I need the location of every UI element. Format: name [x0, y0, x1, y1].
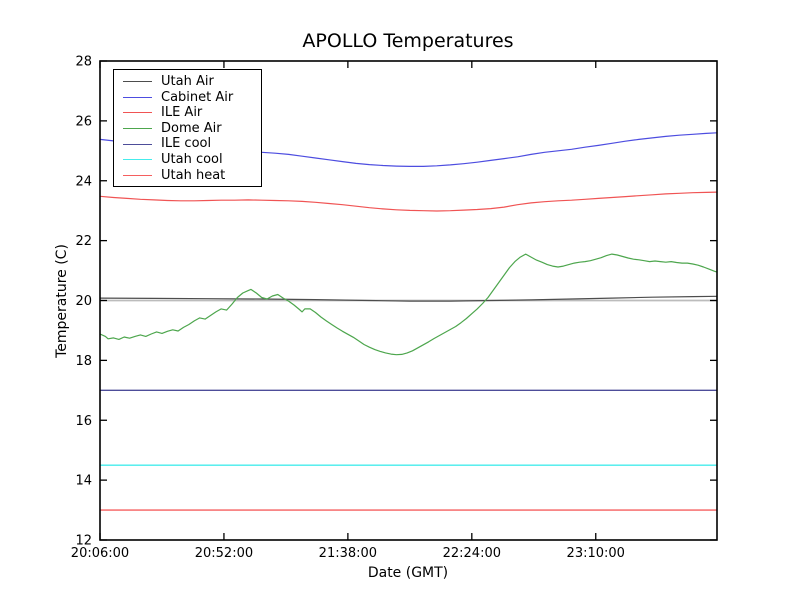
legend-item-label: ILE Air	[161, 105, 203, 121]
x-tick-label: 22:24:00	[443, 546, 501, 561]
series-dome-air-line	[99, 253, 718, 356]
series-utah-air-line	[99, 295, 718, 302]
y-axis-label: Temperature (C)	[54, 244, 70, 359]
legend-item-label: Dome Air	[161, 120, 222, 136]
legend-item-label: Utah cool	[161, 151, 223, 167]
y-tick-label: 24	[75, 174, 92, 189]
legend: Utah Air Cabinet Air ILE Air Dome Air ILE co…	[113, 69, 262, 188]
legend-item-utah-heat: Utah heat	[123, 168, 257, 184]
chart-title: APOLLO Temperatures	[302, 30, 513, 52]
legend-item-ile-cool: ILE cool	[123, 136, 257, 152]
x-axis-label: Date (GMT)	[368, 565, 448, 581]
y-tick-label: 26	[75, 114, 92, 129]
y-tick-label: 28	[75, 55, 92, 70]
legend-line-swatch	[123, 96, 152, 98]
legend-line-swatch	[123, 81, 152, 83]
legend-item-ile-air: ILE Air	[123, 105, 257, 121]
legend-line-swatch	[123, 143, 152, 145]
y-tick-label: 22	[75, 234, 92, 249]
y-tick-label: 16	[75, 414, 92, 429]
x-tick-label: 20:06:00	[71, 546, 129, 561]
legend-line-swatch	[123, 159, 152, 161]
x-tick-label: 23:10:00	[567, 546, 625, 561]
y-tick-label: 12	[75, 534, 92, 549]
legend-line-swatch	[123, 112, 152, 114]
y-tick-label: 20	[75, 294, 92, 309]
legend-item-dome-air: Dome Air	[123, 121, 257, 137]
legend-line-swatch	[123, 174, 152, 176]
legend-line-swatch	[123, 128, 152, 130]
legend-item-label: Utah heat	[161, 167, 226, 183]
y-tick-label: 14	[75, 474, 92, 489]
series-ile-air-line	[99, 191, 718, 212]
legend-item-label: Cabinet Air	[161, 89, 234, 105]
legend-item-utah-air: Utah Air	[123, 74, 257, 90]
legend-item-cabinet-air: Cabinet Air	[123, 90, 257, 106]
x-tick-label: 20:52:00	[195, 546, 253, 561]
x-tick-label: 21:38:00	[319, 546, 377, 561]
y-tick-label: 18	[75, 354, 92, 369]
legend-item-label: ILE cool	[161, 136, 212, 152]
legend-item-label: Utah Air	[161, 74, 214, 89]
legend-item-utah-cool: Utah cool	[123, 152, 257, 168]
